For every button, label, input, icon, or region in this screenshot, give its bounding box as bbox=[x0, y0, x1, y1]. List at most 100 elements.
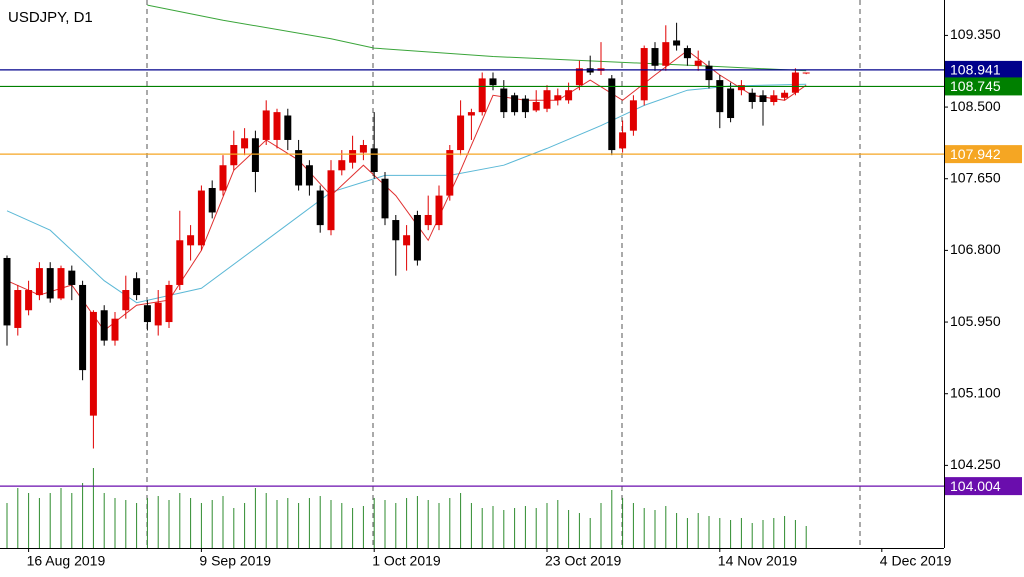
candle-body bbox=[446, 150, 454, 196]
candle-body bbox=[143, 305, 151, 323]
level-tag bbox=[945, 77, 1022, 96]
candle-body bbox=[381, 178, 389, 219]
candle-body bbox=[79, 284, 87, 371]
x-tick-label: 1 Oct 2019 bbox=[372, 553, 441, 569]
x-tick-label: 9 Sep 2019 bbox=[199, 553, 271, 569]
candle-body bbox=[662, 42, 670, 66]
y-tick-label: 104.250 bbox=[950, 456, 1001, 472]
candle-body bbox=[532, 102, 540, 111]
candle-body bbox=[565, 90, 573, 101]
x-tick-label: 16 Aug 2019 bbox=[27, 553, 106, 569]
candle-body bbox=[457, 115, 465, 151]
candle-body bbox=[370, 148, 378, 172]
y-tick-label: 105.100 bbox=[950, 384, 1001, 400]
candle-body bbox=[521, 98, 529, 113]
candle-body bbox=[791, 72, 799, 93]
candle-body bbox=[89, 311, 97, 416]
plot-area bbox=[3, 4, 810, 548]
candle-body bbox=[165, 284, 173, 323]
candle-body bbox=[295, 150, 303, 186]
candle-body bbox=[230, 145, 238, 166]
candle-body bbox=[187, 235, 195, 246]
candle-body bbox=[359, 145, 367, 153]
candle-body bbox=[489, 78, 497, 86]
x-tick-label: 23 Oct 2019 bbox=[545, 553, 621, 569]
candle-body bbox=[694, 60, 702, 66]
candle-body bbox=[673, 40, 681, 46]
moving-average bbox=[6, 49, 807, 332]
level-label: 108.941 bbox=[950, 62, 1001, 78]
level-tag bbox=[945, 145, 1022, 164]
candle-body bbox=[327, 170, 335, 231]
level-label: 108.745 bbox=[950, 78, 1001, 94]
candle-body bbox=[273, 112, 281, 140]
candle-body bbox=[14, 290, 22, 328]
candle-body bbox=[651, 48, 659, 66]
candle-body bbox=[316, 190, 324, 226]
candle-body bbox=[575, 68, 583, 86]
level-label: 104.004 bbox=[950, 478, 1001, 494]
candle-body bbox=[727, 88, 735, 119]
x-tick-label: 14 Nov 2019 bbox=[718, 553, 798, 569]
candle-body bbox=[608, 78, 616, 151]
chart-title: USDJPY, D1 bbox=[8, 9, 93, 26]
candle-body bbox=[478, 78, 486, 113]
candle-body bbox=[305, 165, 313, 186]
candle-body bbox=[197, 190, 205, 246]
candle-body bbox=[68, 270, 76, 285]
candle-body bbox=[25, 290, 33, 311]
candle-body bbox=[262, 110, 270, 140]
candle-body bbox=[619, 132, 627, 149]
candle-body bbox=[737, 85, 745, 91]
candle-body bbox=[154, 302, 162, 326]
candle-body bbox=[3, 257, 11, 326]
y-tick-label: 108.500 bbox=[950, 98, 1001, 114]
candle-body bbox=[543, 90, 551, 109]
period-separators bbox=[146, 0, 861, 548]
candle-body bbox=[241, 138, 249, 149]
candle-body bbox=[683, 48, 691, 59]
candle-body bbox=[467, 112, 475, 116]
y-tick-label: 107.650 bbox=[950, 169, 1001, 185]
candle-body bbox=[111, 318, 119, 341]
candle-body bbox=[435, 195, 443, 226]
candle-body bbox=[349, 150, 357, 163]
candle-body bbox=[176, 240, 184, 285]
candle-body bbox=[219, 165, 227, 191]
level-tag bbox=[945, 477, 1022, 496]
candle-body bbox=[424, 214, 432, 226]
candle-body bbox=[500, 88, 508, 113]
candle-body bbox=[770, 95, 778, 103]
candle-body bbox=[511, 95, 519, 113]
candle-body bbox=[781, 92, 789, 98]
candle-body bbox=[629, 100, 637, 131]
level-tag bbox=[945, 60, 1022, 79]
y-tick-label: 106.800 bbox=[950, 241, 1001, 257]
candle-body bbox=[46, 268, 54, 299]
candle-body bbox=[403, 235, 411, 246]
candle-body bbox=[748, 92, 756, 103]
candle-body bbox=[759, 95, 767, 103]
candle-body bbox=[802, 72, 810, 74]
candle-body bbox=[208, 188, 216, 213]
y-tick-label: 109.350 bbox=[950, 26, 1001, 42]
candle-body bbox=[35, 268, 43, 296]
candle-body bbox=[338, 160, 346, 171]
candle-body bbox=[640, 48, 648, 101]
candle-body bbox=[705, 65, 713, 81]
candle-body bbox=[122, 290, 130, 311]
candle-body bbox=[57, 268, 65, 299]
moving-average bbox=[6, 83, 807, 304]
candle-body bbox=[392, 220, 400, 241]
candle-body bbox=[284, 115, 292, 140]
x-tick-label: 4 Dec 2019 bbox=[880, 553, 952, 569]
candle-body bbox=[133, 278, 141, 296]
candle-body bbox=[251, 138, 259, 172]
moving-average bbox=[147, 4, 807, 72]
candle-body bbox=[554, 95, 562, 101]
level-label: 107.942 bbox=[950, 146, 1001, 162]
y-tick-label: 105.950 bbox=[950, 313, 1001, 329]
candle-body bbox=[413, 214, 421, 261]
candle-body bbox=[716, 80, 724, 113]
